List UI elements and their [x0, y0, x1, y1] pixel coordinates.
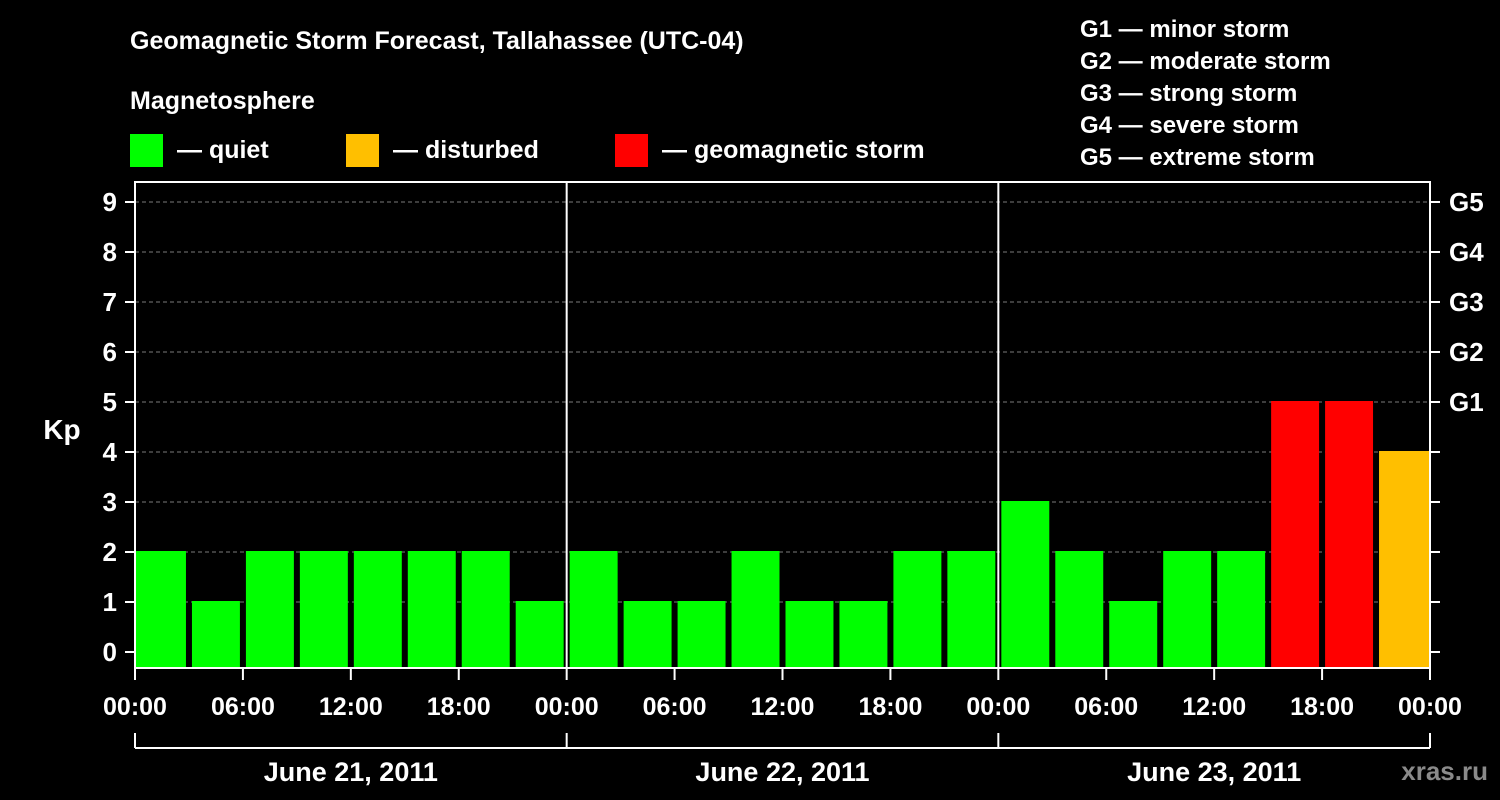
day-label: June 22, 2011	[695, 757, 869, 787]
kp-bar	[407, 551, 456, 668]
storm-scale-g1: G1 — minor storm	[1080, 16, 1289, 43]
x-tick-label: 12:00	[1182, 693, 1246, 721]
y-tick-label: 5	[103, 387, 117, 417]
g-scale-label: G1	[1449, 387, 1484, 417]
y-tick-label: 1	[103, 587, 117, 617]
kp-bar	[677, 601, 726, 668]
x-tick-label: 00:00	[966, 693, 1030, 721]
kp-bar	[947, 551, 996, 668]
y-tick-label: 6	[103, 337, 117, 367]
kp-bar	[731, 551, 780, 668]
chart-title: Geomagnetic Storm Forecast, Tallahassee …	[130, 27, 744, 55]
legend: — quiet — disturbed — geomagnetic storm	[130, 134, 925, 167]
storm-scale-g3: G3 — strong storm	[1080, 80, 1297, 107]
y-tick-label: 2	[103, 537, 117, 567]
legend-label-storm: — geomagnetic storm	[662, 136, 925, 164]
storm-scale-g2: G2 — moderate storm	[1080, 48, 1331, 75]
kp-bar	[353, 551, 402, 668]
x-tick-label: 12:00	[319, 693, 383, 721]
legend-swatch-quiet	[130, 134, 163, 167]
legend-swatch-storm	[615, 134, 648, 167]
kp-bar	[1001, 501, 1050, 668]
y-axis-label: Kp	[43, 414, 80, 445]
x-tick-label: 18:00	[858, 693, 922, 721]
g-scale-label: G4	[1449, 237, 1484, 267]
legend-title: Magnetosphere	[130, 87, 315, 115]
kp-bar	[245, 551, 294, 668]
x-tick-label: 00:00	[103, 693, 167, 721]
x-tick-label: 06:00	[1074, 693, 1138, 721]
y-tick-label: 7	[103, 287, 117, 317]
x-tick-label: 06:00	[211, 693, 275, 721]
kp-bar	[1271, 401, 1320, 668]
kp-bar	[136, 551, 186, 668]
x-tick-label: 06:00	[643, 693, 707, 721]
kp-bar	[515, 601, 564, 668]
y-tick-label: 9	[103, 187, 117, 217]
x-tick-label: 18:00	[427, 693, 491, 721]
g-scale-label: G3	[1449, 287, 1484, 317]
legend-label-disturbed: — disturbed	[393, 136, 539, 164]
kp-bar	[1325, 401, 1374, 668]
g-scale-label: G2	[1449, 337, 1484, 367]
kp-bar	[299, 551, 348, 668]
y-tick-label: 4	[103, 437, 118, 467]
kp-bar	[1055, 551, 1104, 668]
legend-label-quiet: — quiet	[177, 136, 269, 164]
kp-bar	[839, 601, 888, 668]
y-tick-label: 8	[103, 237, 117, 267]
axes: 0 1 2 3 4 5 6 7 8 9 G1 G2 G3 G4 G5 00:00 06:00 12:00 18:00…	[103, 181, 1484, 787]
kp-bar	[893, 551, 942, 668]
g-scale-label: G5	[1449, 187, 1484, 217]
y-tick-label: 3	[103, 487, 117, 517]
kp-bar	[191, 601, 240, 668]
watermark: xras.ru	[1401, 756, 1488, 786]
kp-bar	[1109, 601, 1158, 668]
bars	[136, 401, 1429, 668]
storm-scale-g4: G4 — severe storm	[1080, 112, 1299, 139]
day-label: June 21, 2011	[264, 757, 438, 787]
y-tick-label: 0	[103, 637, 117, 667]
kp-bar	[785, 601, 834, 668]
x-tick-label: 18:00	[1290, 693, 1354, 721]
x-tick-label: 12:00	[751, 693, 815, 721]
kp-bar	[1379, 451, 1429, 668]
x-tick-label: 00:00	[535, 693, 599, 721]
kp-bar	[569, 551, 618, 668]
legend-swatch-disturbed	[346, 134, 379, 167]
storm-scale-g5: G5 — extreme storm	[1080, 144, 1315, 171]
kp-bar	[461, 551, 510, 668]
kp-bar	[1163, 551, 1212, 668]
x-tick-label: 00:00	[1398, 693, 1462, 721]
storm-scale-legend: G1 — minor storm G2 — moderate storm G3 …	[1080, 16, 1331, 171]
kp-bar	[623, 601, 672, 668]
gridlines	[135, 201, 1430, 603]
day-label: June 23, 2011	[1127, 757, 1301, 787]
kp-bar	[1217, 551, 1266, 668]
